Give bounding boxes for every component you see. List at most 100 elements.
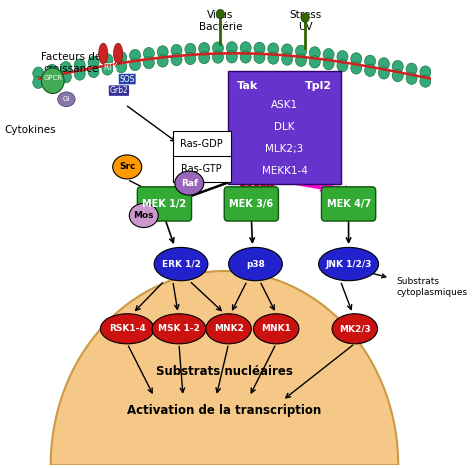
Text: Tpl2: Tpl2 (305, 81, 332, 91)
Text: MEK 3/6: MEK 3/6 (229, 199, 273, 209)
Circle shape (365, 64, 375, 76)
Text: Tak: Tak (237, 81, 258, 91)
Text: MLK2;3: MLK2;3 (265, 144, 303, 154)
Circle shape (102, 54, 113, 66)
Circle shape (337, 51, 348, 63)
Text: MEK 4/7: MEK 4/7 (327, 199, 371, 209)
Text: SOS: SOS (119, 74, 135, 84)
Circle shape (88, 66, 99, 78)
Circle shape (116, 60, 127, 73)
Circle shape (282, 53, 292, 65)
Circle shape (378, 58, 390, 70)
Circle shape (295, 54, 307, 66)
FancyBboxPatch shape (173, 156, 231, 182)
Circle shape (323, 58, 334, 70)
Circle shape (351, 62, 362, 74)
Circle shape (420, 75, 431, 87)
Circle shape (185, 43, 196, 56)
Circle shape (309, 56, 320, 68)
Circle shape (60, 61, 72, 74)
Circle shape (199, 43, 210, 55)
Text: MK2/3: MK2/3 (339, 324, 371, 333)
Ellipse shape (206, 314, 251, 344)
Text: MEK 1/2: MEK 1/2 (142, 199, 186, 209)
Circle shape (88, 56, 99, 68)
FancyBboxPatch shape (137, 187, 191, 221)
Circle shape (157, 46, 168, 58)
Circle shape (226, 42, 237, 54)
Circle shape (33, 67, 44, 80)
Text: Gi: Gi (63, 96, 70, 102)
Ellipse shape (58, 92, 75, 107)
Text: GPCR: GPCR (43, 75, 62, 81)
Circle shape (420, 66, 431, 78)
Circle shape (378, 67, 390, 79)
Circle shape (185, 52, 196, 65)
Circle shape (212, 51, 224, 63)
Circle shape (226, 51, 237, 63)
FancyBboxPatch shape (173, 131, 231, 157)
Ellipse shape (113, 155, 142, 179)
Text: Grb2: Grb2 (109, 86, 128, 95)
Circle shape (295, 45, 307, 58)
Text: Ras-GTP: Ras-GTP (182, 164, 222, 174)
Ellipse shape (99, 43, 108, 64)
Text: Virus
Bactérie: Virus Bactérie (199, 10, 242, 32)
Ellipse shape (332, 314, 377, 344)
Circle shape (46, 73, 57, 86)
Ellipse shape (100, 314, 154, 344)
FancyBboxPatch shape (228, 71, 341, 184)
Circle shape (171, 53, 182, 66)
Circle shape (102, 63, 113, 75)
Text: MNK2: MNK2 (214, 324, 244, 333)
Text: ASK1: ASK1 (271, 100, 298, 110)
Circle shape (143, 57, 155, 69)
Text: RTK: RTK (103, 63, 118, 72)
Text: p38: p38 (246, 260, 265, 269)
Circle shape (282, 44, 292, 56)
Text: Cytokines: Cytokines (4, 125, 56, 135)
Circle shape (240, 51, 251, 63)
Circle shape (129, 58, 141, 71)
Circle shape (199, 51, 210, 64)
Ellipse shape (175, 171, 204, 195)
Circle shape (406, 63, 417, 75)
Circle shape (392, 60, 403, 73)
Circle shape (157, 55, 168, 67)
Ellipse shape (114, 43, 123, 64)
Circle shape (216, 9, 225, 19)
Ellipse shape (228, 248, 283, 281)
Ellipse shape (319, 248, 379, 281)
Text: Stress
UV: Stress UV (289, 10, 321, 32)
Text: MEKK1-4: MEKK1-4 (262, 166, 307, 176)
Ellipse shape (41, 68, 64, 94)
Wedge shape (51, 271, 398, 465)
Ellipse shape (152, 314, 206, 344)
Circle shape (74, 59, 85, 71)
Text: MNK1: MNK1 (261, 324, 291, 333)
Circle shape (392, 69, 403, 82)
Circle shape (143, 47, 155, 60)
Text: Activation de la transcription: Activation de la transcription (128, 404, 321, 417)
Text: MSK 1-2: MSK 1-2 (158, 324, 200, 333)
Circle shape (268, 43, 279, 55)
Circle shape (33, 76, 44, 88)
Circle shape (116, 51, 127, 64)
Circle shape (406, 72, 417, 84)
Text: Mos: Mos (134, 211, 154, 220)
Circle shape (337, 59, 348, 72)
Polygon shape (38, 52, 431, 80)
Circle shape (301, 13, 309, 22)
Circle shape (60, 71, 72, 83)
Circle shape (240, 42, 251, 54)
Text: JNK 1/2/3: JNK 1/2/3 (325, 260, 372, 269)
FancyBboxPatch shape (224, 187, 278, 221)
Text: RSK1-4: RSK1-4 (109, 324, 146, 333)
Circle shape (171, 44, 182, 57)
Ellipse shape (254, 314, 299, 344)
Circle shape (212, 42, 224, 54)
Ellipse shape (129, 204, 158, 227)
Text: Ras-GDP: Ras-GDP (180, 139, 223, 149)
Circle shape (254, 51, 265, 64)
Text: Raf: Raf (181, 179, 198, 188)
